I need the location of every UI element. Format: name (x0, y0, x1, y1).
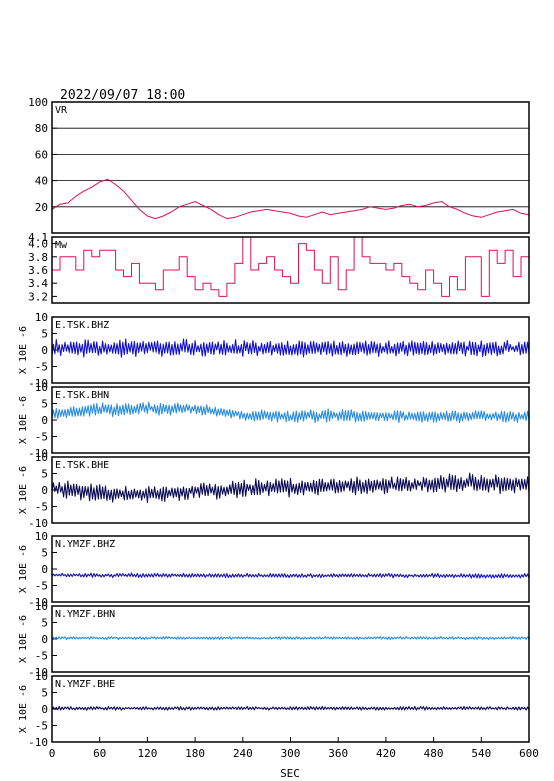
panel-label: E.TSK.BHN (55, 390, 109, 401)
panel-label: N.YMZF.BHZ (55, 539, 115, 550)
panel-e-tsk-bhe: 10 5 0 -5 -10 E.TSK.BHE X 10E -6 (18, 451, 530, 530)
y-tick-label: 60 (35, 148, 48, 161)
y-tick-label: 40 (35, 175, 48, 188)
panel-label: E.TSK.BHZ (55, 320, 109, 331)
x-axis: 0 60 120 180 240 300 360 420 480 540 600 (49, 737, 539, 760)
y-tick-label: 20 (35, 201, 48, 214)
series-line (51, 705, 530, 711)
x-tick-label: 360 (328, 747, 348, 760)
y-tick-label: 5 (41, 328, 48, 341)
header-timestamp: 2022/09/07 18:00 (60, 88, 185, 103)
y-tick-label: 5 (41, 468, 48, 481)
y-tick-label: 0 (41, 414, 48, 427)
y-tick-label: 3.2 (28, 290, 48, 303)
y-tick-label: -10 (28, 666, 48, 679)
y-tick-label: 5 (41, 398, 48, 411)
y-tick-label: -5 (35, 580, 48, 593)
y-tick-label: 3.4 (28, 277, 48, 290)
x-tick-label: 300 (281, 747, 301, 760)
panel-e-tsk-bhz: 10 5 0 -5 -10 E.TSK.BHZ X 10E -6 (18, 311, 530, 390)
y-axis-label: X 10E -6 (18, 685, 29, 733)
y-tick-label: 80 (35, 122, 48, 135)
panel-label: N.YMZF.BHN (55, 609, 115, 620)
panel-label: Mw (55, 240, 68, 251)
y-tick-label: 10 (35, 670, 48, 683)
x-tick-label: 480 (424, 747, 444, 760)
x-tick-label: 0 (49, 747, 56, 760)
series-line (51, 401, 530, 424)
y-tick-label: 100 (28, 96, 48, 109)
y-tick-label: -10 (28, 377, 48, 390)
y-axis-label: X 10E -6 (18, 396, 29, 444)
y-tick-label: 10 (35, 530, 48, 543)
panel-frame (51, 386, 530, 454)
x-tick-label: 420 (376, 747, 396, 760)
panel-frame (51, 236, 530, 304)
y-axis-label: X 10E -6 (18, 326, 29, 374)
panel-frame (51, 456, 530, 524)
panels: 20406080100VR3.23.43.63.84.04.1Mw1050-5-… (18, 96, 530, 749)
panel-label: VR (55, 105, 68, 116)
series-line (51, 178, 530, 220)
y-tick-label: 5 (41, 617, 48, 630)
y-tick-label: -5 (35, 650, 48, 663)
y-tick-label: 10 (35, 451, 48, 464)
y-tick-label: 3.6 (28, 264, 48, 277)
panel-frame (51, 101, 530, 234)
y-tick-label: 4.1 (28, 231, 48, 244)
y-tick-label: 4.0 (28, 238, 48, 251)
y-tick-label: -5 (35, 501, 48, 514)
series-line (52, 236, 530, 297)
panel-mw: 3.23.43.63.84.04.1 Mw (28, 231, 530, 304)
panel-n-ymzf-bhn: 10 5 0 -5 -10 N.YMZF.BHN X 10E -6 (18, 600, 530, 679)
series-line (51, 472, 530, 503)
y-tick-label: 0 (41, 563, 48, 576)
y-tick-label: 5 (41, 547, 48, 560)
y-tick-label: 3.8 (28, 251, 48, 264)
series-line (51, 338, 530, 358)
y-axis-label: X 10E -6 (18, 615, 29, 663)
y-axis-label: X 10E -6 (18, 466, 29, 514)
panel-label: N.YMZF.BHE (55, 679, 115, 690)
panel-frame (51, 535, 530, 603)
y-tick-label: 0 (41, 344, 48, 357)
panel-e-tsk-bhn: 10 5 0 -5 -10 E.TSK.BHN X 10E -6 (18, 381, 530, 460)
y-tick-label: 0 (41, 633, 48, 646)
panel-label: E.TSK.BHE (55, 460, 109, 471)
y-tick-label: -10 (28, 596, 48, 609)
y-tick-label: -5 (35, 720, 48, 733)
y-axis-label: X 10E -6 (18, 545, 29, 593)
panel-vr: 20 40 60 80 100 VR (28, 96, 530, 234)
panel-n-ymzf-bhz: 10 5 0 -5 -10 N.YMZF.BHZ X 10E -6 (18, 530, 530, 609)
y-tick-label: 10 (35, 600, 48, 613)
y-tick-label: -5 (35, 431, 48, 444)
series-line (51, 572, 530, 579)
x-tick-label: 180 (185, 747, 205, 760)
series-line (51, 635, 530, 641)
y-tick-label: -10 (28, 736, 48, 749)
y-tick-label: -10 (28, 447, 48, 460)
x-tick-label: 540 (471, 747, 491, 760)
y-tick-label: 0 (41, 484, 48, 497)
panel-n-ymzf-bhe: 10 5 0 -5 -10 N.YMZF.BHE X 10E -6 (18, 670, 530, 749)
y-tick-label: -5 (35, 361, 48, 374)
y-tick-label: 10 (35, 381, 48, 394)
x-tick-label: 240 (233, 747, 253, 760)
y-tick-label: 5 (41, 687, 48, 700)
x-tick-label: 120 (137, 747, 157, 760)
panel-frame (51, 316, 530, 384)
x-axis-label: SEC (280, 767, 300, 780)
y-tick-label: 0 (41, 703, 48, 716)
y-tick-label: 10 (35, 311, 48, 324)
x-tick-label: 600 (519, 747, 539, 760)
x-tick-label: 60 (93, 747, 106, 760)
y-tick-label: -10 (28, 517, 48, 530)
panel-frame (51, 605, 530, 673)
